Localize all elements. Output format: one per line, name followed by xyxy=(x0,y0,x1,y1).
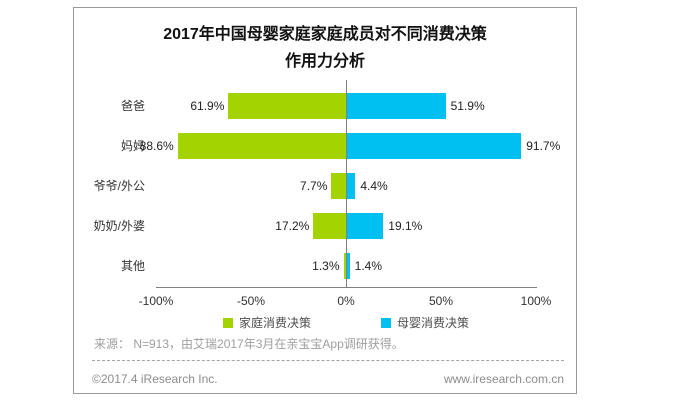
category-label: 其他 xyxy=(120,259,145,273)
legend-swatch-icon xyxy=(381,317,391,328)
bar-family-decision xyxy=(313,213,346,239)
bar-family-decision xyxy=(331,173,346,199)
bar-baby-decision xyxy=(347,173,356,199)
zero-axis-line xyxy=(346,80,347,287)
value-label-left: 17.2% xyxy=(275,219,310,233)
website-link[interactable]: www.iresearch.com.cn xyxy=(443,372,564,386)
legend-item: 母婴消费决策 xyxy=(381,314,469,331)
plot-area: 家庭消费决策 母婴消费决策 爸爸 61.9% 51.9% 妈妈 88.6% 91.7% 爷爷/… xyxy=(74,8,578,395)
bar-family-decision xyxy=(343,253,346,279)
bar-family-decision xyxy=(177,133,346,159)
value-label-right: 19.1% xyxy=(388,219,423,233)
chart-card: 2017年中国母婴家庭家庭成员对不同消费决策 作用力分析 家庭消费决策 母婴消费决… xyxy=(73,7,577,394)
value-label-right: 51.9% xyxy=(450,99,485,113)
x-axis-tick-label: 100% xyxy=(520,294,552,308)
x-axis-tick-label: -50% xyxy=(236,294,266,308)
value-label-left: 61.9% xyxy=(190,99,225,113)
value-label-right: 91.7% xyxy=(526,139,561,153)
chart-title-line2: 作用力分析 xyxy=(284,53,365,70)
footer: ©2017.4 iResearch Inc. www.iresearch.com… xyxy=(92,372,564,386)
chart-title: 2017年中国母婴家庭家庭成员对不同消费决策 作用力分析 xyxy=(74,21,576,75)
value-label-right: 4.4% xyxy=(360,179,388,193)
legend-label: 母婴消费决策 xyxy=(397,316,470,330)
bar-baby-decision xyxy=(347,213,384,239)
legend-swatch-icon xyxy=(222,317,233,328)
category-label: 妈妈 xyxy=(120,139,145,153)
value-label-left: 7.7% xyxy=(300,179,328,193)
x-axis-tick-label: -100% xyxy=(138,294,174,308)
value-label-left: 1.3% xyxy=(312,259,340,273)
source-note: 来源： N=913，由艾瑞2017年3月在亲宝宝App调研获得。 xyxy=(94,337,404,351)
category-label: 奶奶/外婆 xyxy=(93,219,145,233)
bar-baby-decision xyxy=(347,93,446,119)
value-label-left: 88.6% xyxy=(139,139,174,153)
footer-divider xyxy=(92,360,564,361)
legend-label: 家庭消费决策 xyxy=(238,316,311,330)
x-axis-tick-label: 50% xyxy=(428,294,454,308)
bar-family-decision xyxy=(228,93,346,119)
legend: 家庭消费决策 母婴消费决策 xyxy=(156,314,536,331)
category-label: 爷爷/外公 xyxy=(93,179,145,193)
legend-item: 家庭消费决策 xyxy=(222,314,311,331)
x-axis-tick-label: 0% xyxy=(337,294,355,308)
copyright-text: ©2017.4 iResearch Inc. xyxy=(92,372,218,386)
bar-baby-decision xyxy=(347,253,350,279)
chart-title-line1: 2017年中国母婴家庭家庭成员对不同消费决策 xyxy=(163,26,487,43)
category-label: 爸爸 xyxy=(120,99,145,113)
bar-baby-decision xyxy=(347,133,522,159)
x-axis-line xyxy=(156,287,537,288)
value-label-right: 1.4% xyxy=(354,259,383,273)
